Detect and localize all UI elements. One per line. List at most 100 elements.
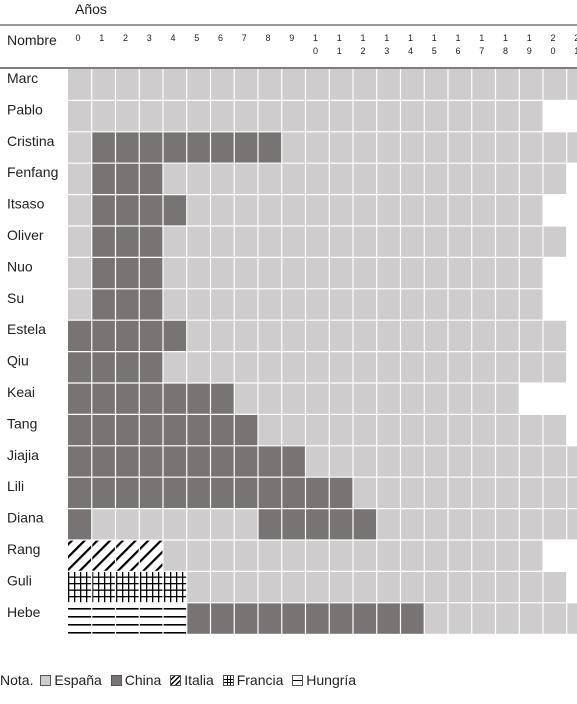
year-tick-label-12: 1 bbox=[360, 33, 365, 43]
year-tick-label-18: 8 bbox=[503, 46, 508, 56]
segment-c bbox=[68, 383, 235, 414]
row-keai: Keai bbox=[7, 383, 520, 414]
legend-label-france: Francia bbox=[236, 672, 284, 688]
row-diana: Diana bbox=[7, 508, 577, 540]
legend-swatch-china bbox=[110, 675, 122, 686]
year-tick-label-14: 4 bbox=[408, 46, 413, 56]
year-tick-label-7: 7 bbox=[242, 33, 247, 43]
row-hebe: Hebe bbox=[7, 602, 577, 634]
year-tick-label-20: 0 bbox=[550, 46, 555, 56]
year-tick-label-6: 6 bbox=[218, 33, 223, 43]
segment-c bbox=[68, 508, 92, 540]
row-name-label: Fenfang bbox=[7, 164, 58, 180]
segment-s bbox=[424, 602, 577, 634]
segment-s bbox=[68, 226, 92, 257]
year-tick-label-21: 1 bbox=[574, 46, 577, 56]
row-name-label: Pablo bbox=[7, 101, 43, 117]
segment-s bbox=[163, 163, 567, 195]
segment-s bbox=[91, 508, 258, 540]
row-name-label: Lili bbox=[7, 478, 24, 494]
segment-c bbox=[68, 320, 187, 352]
segment-c bbox=[258, 508, 377, 540]
row-fenfang: Fenfang bbox=[7, 163, 567, 195]
legend-item-italy: Italia bbox=[167, 672, 214, 688]
row-name-label: Cristina bbox=[7, 133, 55, 149]
chart-grid bbox=[68, 69, 577, 635]
year-tick-label-2: 2 bbox=[123, 33, 128, 43]
row-name-label: Itsaso bbox=[7, 196, 45, 212]
legend: Nota. España China Italia Francia Hungrí… bbox=[0, 672, 358, 688]
row-tang: Tang bbox=[7, 414, 567, 446]
year-tick-label-16: 6 bbox=[455, 46, 460, 56]
row-guli: Guli bbox=[7, 571, 567, 603]
year-tick-label-14: 1 bbox=[408, 33, 413, 43]
segment-s bbox=[186, 194, 543, 226]
year-tick-label-9: 9 bbox=[289, 33, 294, 43]
legend-item-china: China bbox=[108, 672, 162, 688]
row-name-label: Oliver bbox=[7, 227, 44, 243]
row-nuo: Nuo bbox=[7, 257, 543, 289]
year-tick-label-4: 4 bbox=[170, 33, 175, 43]
year-tick-label-17: 7 bbox=[479, 46, 484, 56]
segment-s bbox=[68, 257, 92, 289]
segment-s bbox=[258, 414, 567, 446]
segment-s bbox=[68, 288, 92, 320]
legend-item-france: Francia bbox=[220, 672, 284, 688]
legend-swatch-spain bbox=[40, 675, 52, 686]
year-tick-label-11: 1 bbox=[337, 46, 342, 56]
year-tick-label-3: 3 bbox=[147, 33, 152, 43]
legend-item-hungary: Hungría bbox=[289, 672, 356, 688]
legend-label-italy: Italia bbox=[184, 672, 214, 688]
row-name-label: Rang bbox=[7, 541, 40, 557]
row-name-label: Guli bbox=[7, 572, 32, 588]
segment-s bbox=[305, 445, 577, 477]
legend-swatch-italy bbox=[170, 675, 182, 686]
year-tick-label-18: 1 bbox=[503, 33, 508, 43]
year-tick-label-10: 0 bbox=[313, 46, 318, 56]
legend-item-spain: España bbox=[37, 672, 102, 688]
row-lili: Lili bbox=[7, 477, 577, 509]
row-estela: Estela bbox=[7, 320, 567, 352]
year-tick-label-13: 1 bbox=[384, 33, 389, 43]
segment-c bbox=[91, 288, 163, 320]
year-tick-label-13: 3 bbox=[384, 46, 389, 56]
row-name-label: Marc bbox=[7, 70, 38, 86]
legend-label-hungary: Hungría bbox=[306, 672, 357, 688]
legend-note-label: Nota. bbox=[0, 672, 34, 688]
row-jiajia: Jiajia bbox=[7, 445, 577, 477]
year-tick-label-11: 1 bbox=[337, 33, 342, 43]
row-name-label: Estela bbox=[7, 321, 46, 337]
year-tick-label-15: 1 bbox=[432, 33, 437, 43]
row-cristina: Cristina bbox=[7, 131, 577, 163]
legend-label-china: China bbox=[124, 672, 162, 688]
legend-swatch-france bbox=[222, 675, 234, 686]
row-marc: Marc bbox=[7, 69, 577, 100]
year-tick-label-12: 2 bbox=[360, 46, 365, 56]
segment-s bbox=[68, 163, 92, 195]
year-tick-label-0: 0 bbox=[75, 33, 80, 43]
year-tick-label-21: 2 bbox=[574, 33, 577, 43]
row-rang: Rang bbox=[7, 540, 543, 571]
year-tick-label-20: 2 bbox=[550, 33, 555, 43]
segment-s bbox=[163, 226, 567, 257]
row-name-label: Nuo bbox=[7, 258, 33, 274]
row-oliver: Oliver bbox=[7, 226, 567, 257]
row-name-label: Hebe bbox=[7, 604, 41, 620]
year-tick-label-5: 5 bbox=[194, 33, 199, 43]
segment-s bbox=[163, 351, 567, 383]
segment-h bbox=[68, 602, 187, 634]
year-tick-label-19: 9 bbox=[527, 46, 532, 56]
year-tick-label-10: 1 bbox=[313, 33, 318, 43]
segment-s bbox=[68, 69, 577, 100]
row-name-label: Keai bbox=[7, 384, 35, 400]
segment-c bbox=[91, 226, 163, 257]
row-name-label: Su bbox=[7, 290, 24, 306]
row-header-label: Nombre bbox=[7, 32, 57, 48]
year-tick-label-17: 1 bbox=[479, 33, 484, 43]
year-tick-label-19: 1 bbox=[527, 33, 532, 43]
segment-s bbox=[281, 131, 577, 163]
row-itsaso: Itsaso bbox=[7, 194, 543, 226]
legend-label-spain: España bbox=[54, 672, 102, 688]
